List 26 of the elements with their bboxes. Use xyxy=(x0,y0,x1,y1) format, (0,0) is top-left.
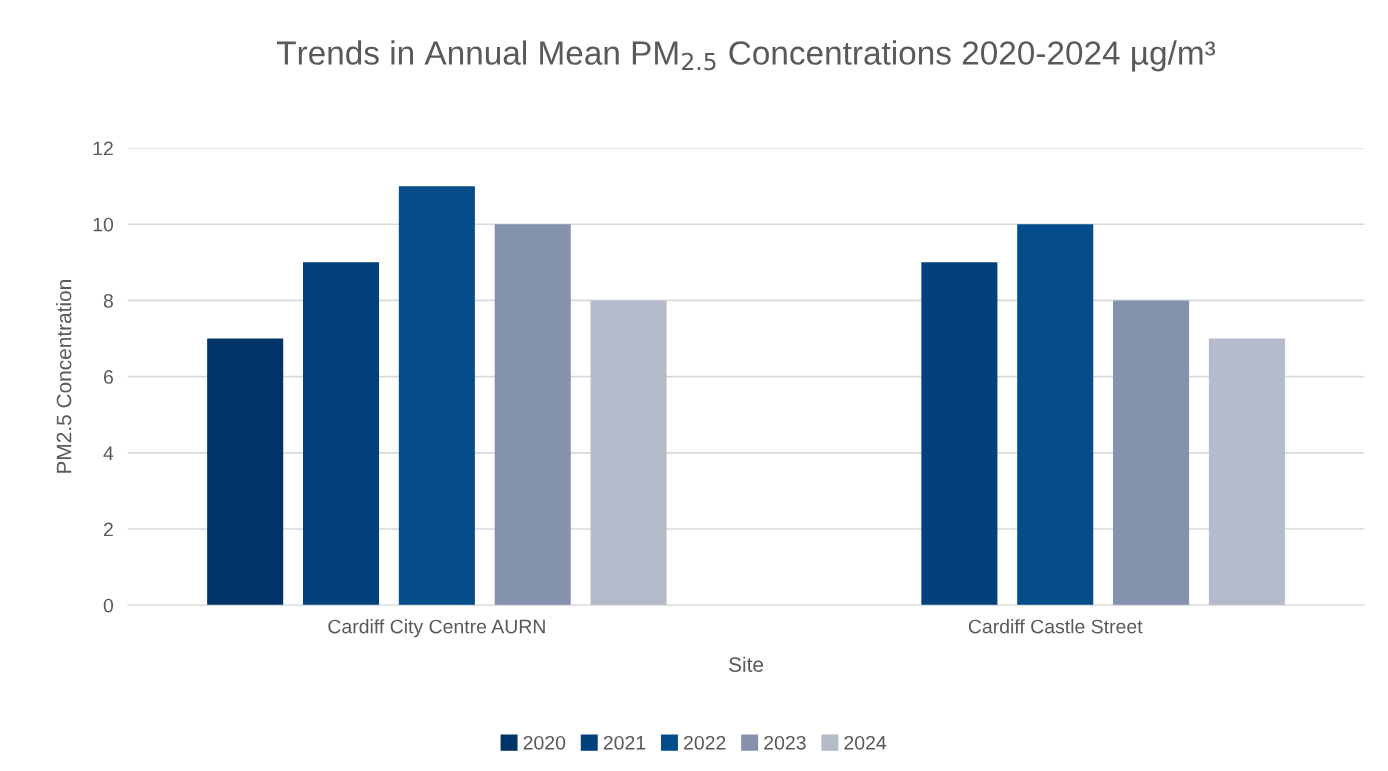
legend-label: 2023 xyxy=(764,735,806,750)
y-axis-title: PM2.5 Concentration xyxy=(56,280,72,473)
y-tick-label: 4 xyxy=(103,446,114,460)
bar xyxy=(207,338,284,606)
legend-label: 2021 xyxy=(603,735,646,750)
bar xyxy=(590,300,667,606)
bar xyxy=(1208,338,1285,606)
x-tick-label: Cardiff Castle Street xyxy=(968,619,1143,634)
bar xyxy=(494,224,571,606)
bar xyxy=(1113,300,1190,606)
x-axis-title: Site xyxy=(729,656,764,672)
y-tick-label: 0 xyxy=(103,598,114,613)
bar xyxy=(303,262,380,606)
legend-label: 2024 xyxy=(844,735,887,750)
y-tick-label: 2 xyxy=(103,522,113,537)
bar xyxy=(921,262,998,606)
x-tick-label: Cardiff City Centre AURN xyxy=(328,619,545,638)
y-tick-label: 6 xyxy=(103,370,113,384)
bar xyxy=(1017,224,1094,606)
bar xyxy=(398,186,475,606)
legend-label: 2022 xyxy=(684,735,726,750)
legend-label: 2020 xyxy=(523,735,566,750)
chart-title: Trends in Annual Mean PM$_{2.5}$ Concentrations 2020-2024 µg/m³ xyxy=(276,40,1216,72)
y-tick-label: 10 xyxy=(93,217,114,232)
y-tick-label: 12 xyxy=(93,141,113,156)
y-tick-label: 8 xyxy=(103,293,113,308)
